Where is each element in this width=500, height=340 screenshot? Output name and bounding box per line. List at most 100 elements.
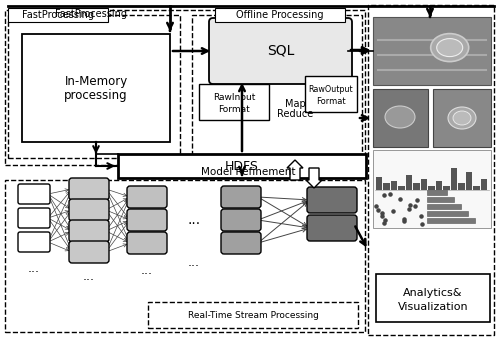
Point [405, 206, 413, 211]
Bar [8, 15, 180, 158]
Bar [450, 168, 457, 190]
Point [411, 203, 419, 208]
Ellipse shape [430, 34, 469, 62]
Bar [199, 84, 269, 120]
Point [374, 208, 382, 213]
FancyBboxPatch shape [221, 232, 261, 254]
Bar [391, 181, 398, 190]
FancyBboxPatch shape [127, 232, 167, 254]
Point [396, 197, 404, 202]
Point [380, 220, 388, 226]
Text: HDFS: HDFS [225, 159, 259, 172]
Bar [148, 302, 358, 328]
Bar [8, 8, 108, 22]
Point [412, 197, 420, 203]
Ellipse shape [385, 106, 415, 128]
Text: ...: ... [188, 255, 200, 269]
Point [380, 192, 388, 197]
Text: SQL: SQL [267, 44, 294, 58]
Point [386, 191, 394, 197]
Point [389, 208, 397, 214]
Bar [22, 34, 170, 142]
Bar [473, 186, 480, 190]
FancyArrow shape [306, 168, 322, 188]
Bar [5, 10, 365, 165]
Bar [427, 218, 475, 223]
FancyBboxPatch shape [221, 186, 261, 208]
Text: ...: ... [28, 261, 40, 274]
FancyBboxPatch shape [69, 241, 109, 263]
Text: ...: ... [188, 213, 200, 227]
Text: Offline Processing: Offline Processing [236, 10, 324, 20]
Point [381, 217, 389, 222]
FancyBboxPatch shape [69, 178, 109, 200]
Ellipse shape [448, 107, 476, 129]
Text: In-Memory: In-Memory [64, 75, 128, 88]
Text: Analytics&: Analytics& [403, 288, 463, 298]
Bar [398, 186, 405, 190]
Bar [384, 183, 390, 190]
Bar [215, 8, 345, 22]
Bar [427, 204, 461, 209]
Text: ...: ... [83, 271, 95, 284]
Text: RawOutput: RawOutput [308, 85, 354, 95]
FancyBboxPatch shape [209, 18, 352, 84]
FancyBboxPatch shape [18, 232, 50, 252]
Text: Model Refinement: Model Refinement [201, 167, 295, 177]
Text: processing: processing [64, 89, 128, 102]
Bar [373, 89, 428, 147]
Point [418, 221, 426, 226]
FancyBboxPatch shape [127, 209, 167, 231]
Point [372, 203, 380, 209]
Bar [368, 5, 494, 335]
Bar [443, 186, 450, 190]
Bar [436, 181, 442, 190]
Ellipse shape [453, 111, 471, 125]
FancyBboxPatch shape [221, 209, 261, 231]
Point [416, 213, 424, 218]
Text: FastProcessing: FastProcessing [22, 10, 94, 20]
Bar [466, 172, 472, 190]
Point [406, 203, 414, 208]
Bar [305, 76, 357, 112]
FancyBboxPatch shape [69, 199, 109, 221]
Bar [376, 177, 382, 190]
Text: FastProcessing: FastProcessing [55, 9, 127, 19]
FancyBboxPatch shape [307, 187, 357, 213]
Text: Format: Format [218, 105, 250, 115]
FancyBboxPatch shape [307, 215, 357, 241]
FancyBboxPatch shape [18, 208, 50, 228]
Bar [192, 15, 362, 158]
FancyBboxPatch shape [69, 220, 109, 242]
Bar [458, 183, 464, 190]
Bar [5, 180, 365, 332]
Bar [414, 183, 420, 190]
Bar [406, 175, 412, 190]
Text: Real-Time Stream Processing: Real-Time Stream Processing [188, 310, 318, 320]
Text: Visualization: Visualization [398, 302, 468, 312]
Bar [480, 179, 487, 190]
Bar [376, 274, 490, 322]
Point [400, 218, 407, 223]
Point [378, 210, 386, 216]
Bar [373, 17, 491, 85]
Text: Format: Format [316, 98, 346, 106]
Bar [118, 154, 366, 178]
Text: Map: Map [284, 99, 306, 109]
Point [400, 216, 408, 221]
Text: RawInput: RawInput [213, 94, 255, 102]
Bar [428, 186, 434, 190]
Text: ...: ... [141, 264, 153, 276]
Bar [427, 197, 454, 202]
Text: Reduce: Reduce [277, 109, 313, 119]
Bar [427, 190, 447, 195]
Bar [427, 211, 468, 216]
FancyBboxPatch shape [127, 186, 167, 208]
Bar [373, 150, 491, 228]
Point [378, 213, 386, 218]
Bar [421, 179, 428, 190]
FancyBboxPatch shape [18, 184, 50, 204]
Bar [433, 89, 491, 147]
Ellipse shape [436, 39, 462, 56]
FancyArrow shape [287, 160, 303, 180]
